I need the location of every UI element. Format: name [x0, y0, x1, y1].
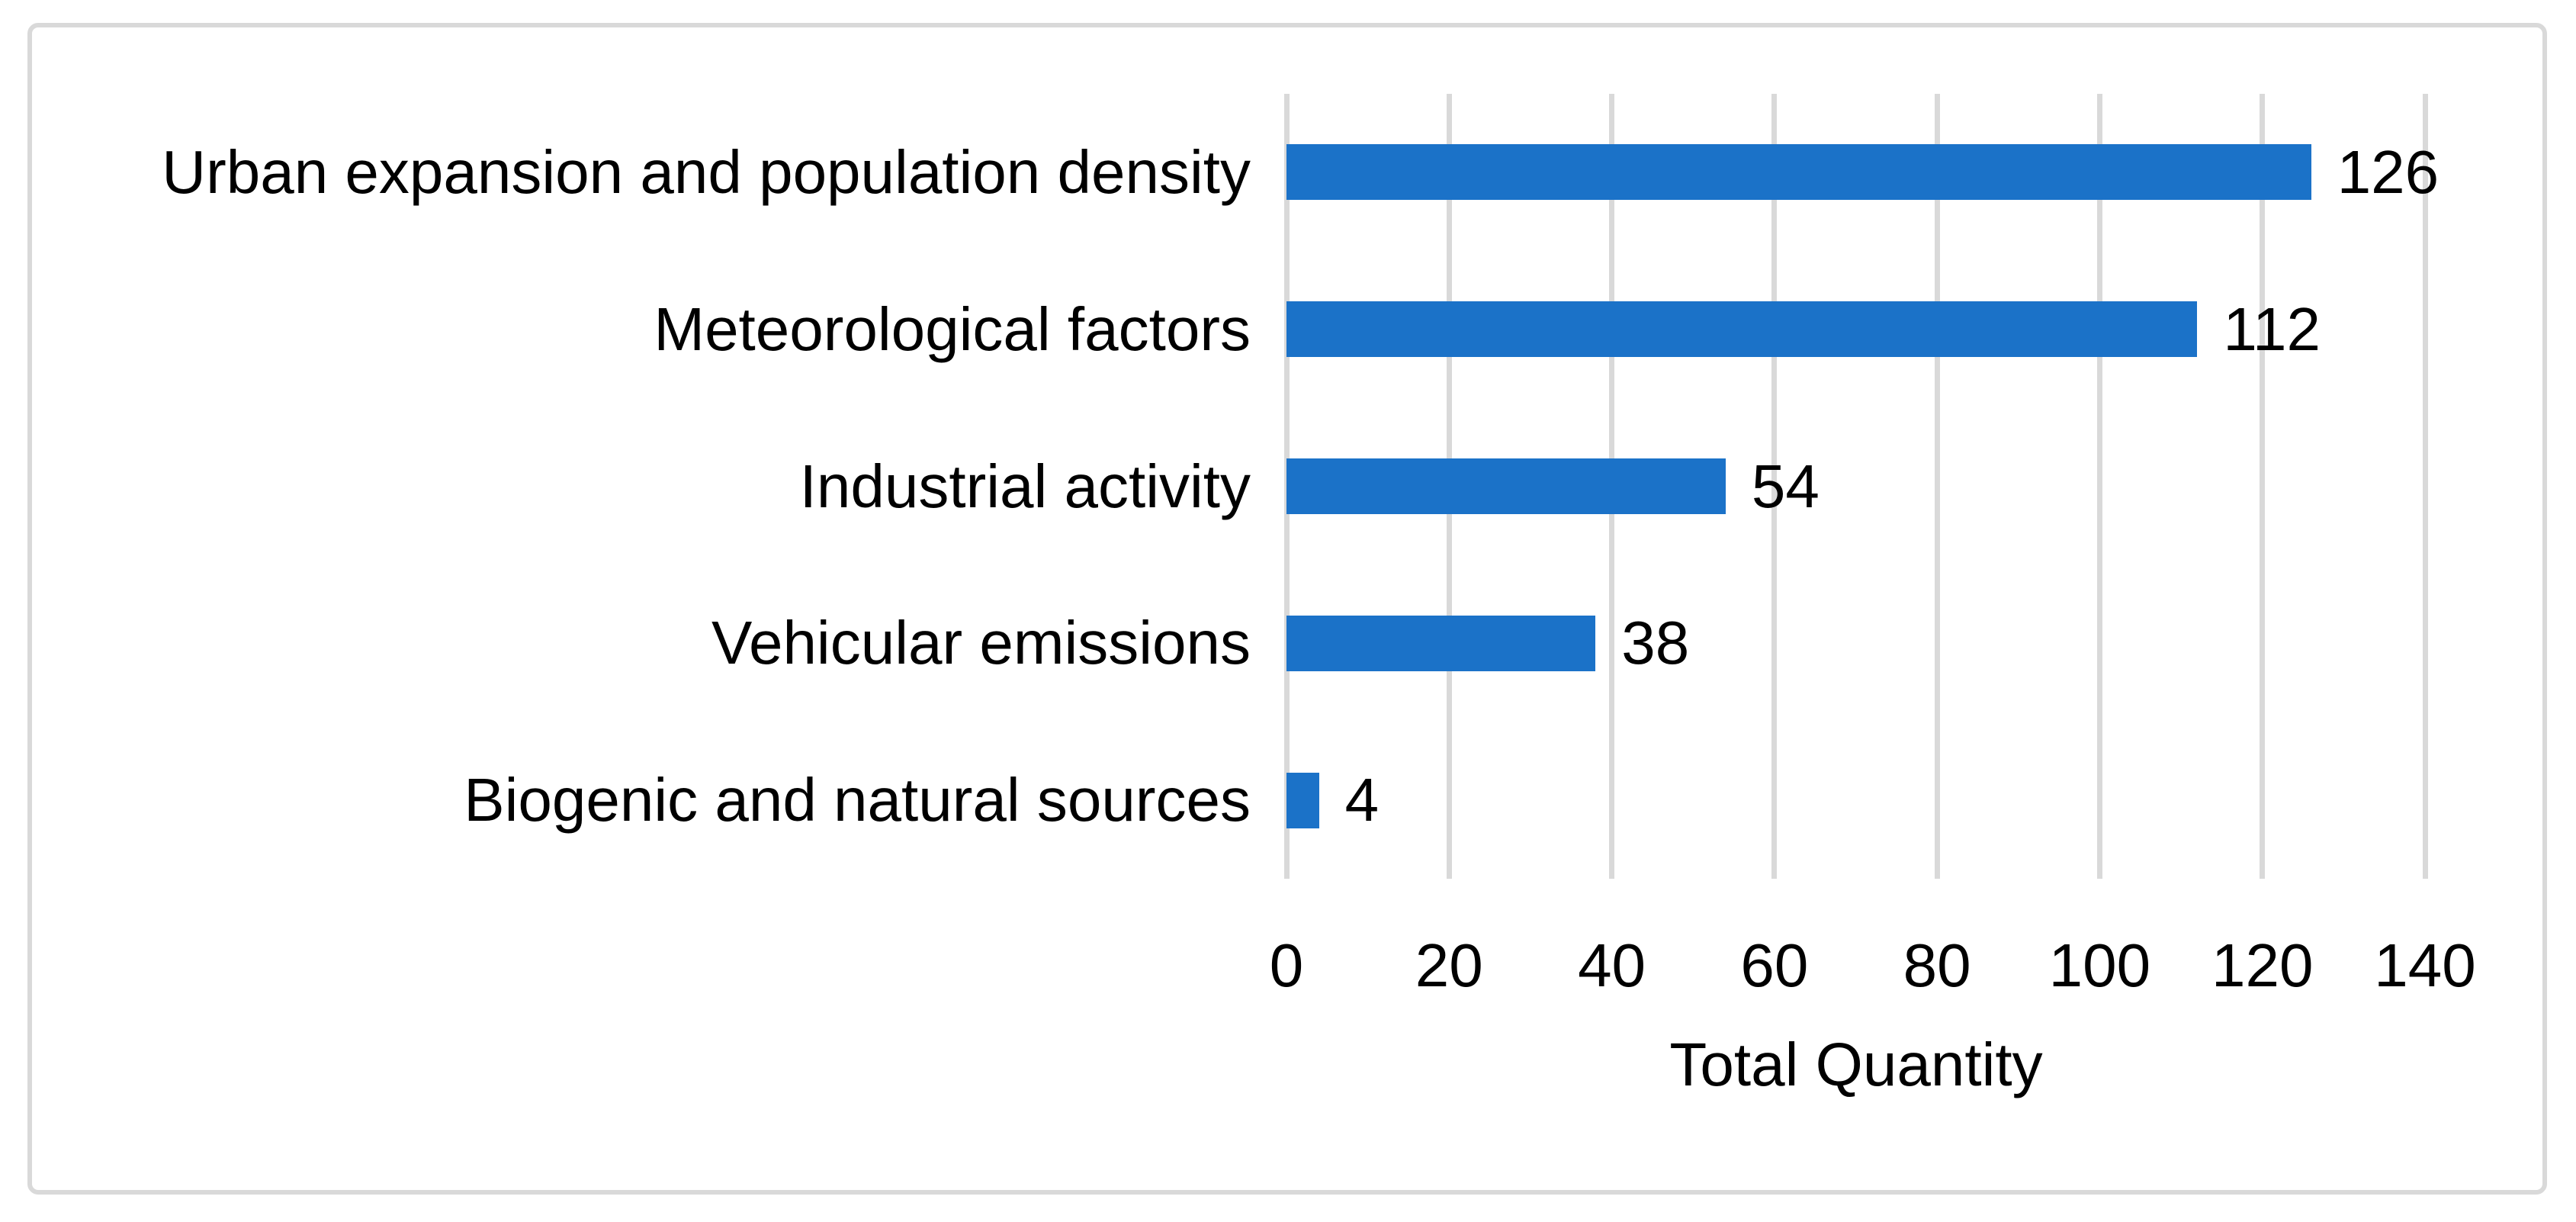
x-axis-title: Total Quantity — [1669, 1031, 2043, 1098]
chart-frame — [27, 23, 2547, 1195]
